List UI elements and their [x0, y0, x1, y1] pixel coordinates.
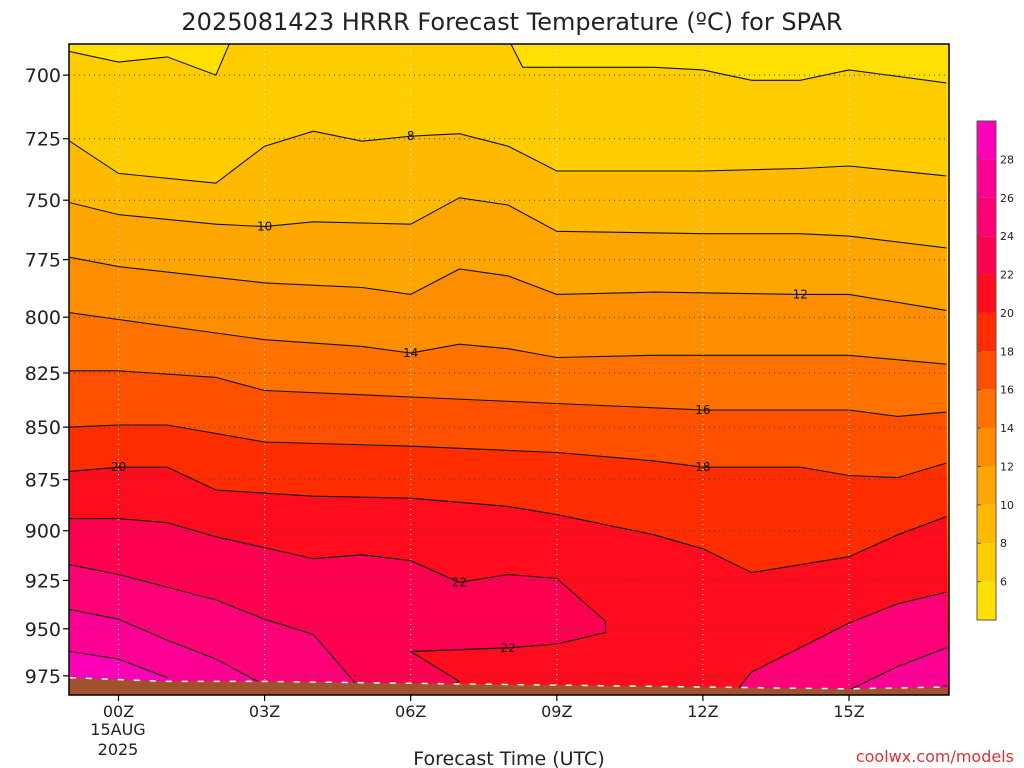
y-tick-label-950: 950 [25, 619, 61, 641]
contour-label-12-3: 12 [793, 287, 808, 301]
colorbar-band-8 [977, 504, 996, 544]
colorbar-tick-label-20: 20 [1000, 307, 1014, 320]
contour-line-18-6 [69, 424, 947, 479]
x-axis-title: Forecast Time (UTC) [413, 748, 604, 768]
contour-line-8-1 [69, 130, 947, 184]
contour-line-22-9 [410, 647, 509, 653]
colorbar-tick-label-12: 12 [1000, 460, 1014, 473]
contour-line-6-0 [69, 44, 947, 84]
plot-contents: 8 10 12 14 16 18 20 22 22 [69, 44, 949, 695]
colorbar-band-28 [977, 121, 996, 160]
colorbar-band-16 [977, 351, 996, 390]
colorbar-tick-label-16: 16 [1000, 384, 1014, 397]
surface-edge [69, 676, 947, 690]
contour-line-12-3 [69, 256, 947, 311]
contour-label-20-7: 20 [111, 460, 126, 474]
colorbar-band-6 [977, 543, 996, 582]
surface-terrain [69, 677, 949, 695]
x-tick-label-9: 09Z [541, 702, 572, 721]
y-tick-label-725: 725 [25, 129, 61, 151]
plot-border [68, 43, 950, 696]
y-tick-label-825: 825 [25, 363, 61, 385]
band-fill-26-13 [824, 647, 949, 695]
contour-line-26-12 [69, 609, 265, 686]
colorbar-border [976, 120, 997, 621]
contour-line-20-7 [69, 466, 947, 574]
colorbar-tick-label-6: 6 [1000, 576, 1007, 589]
colorbar-tick-label-28: 28 [1000, 153, 1014, 166]
colorbar-tick-label-10: 10 [1000, 499, 1014, 512]
x-date-label-day: 15AUG [90, 720, 145, 739]
colorbar-band-10 [977, 466, 996, 505]
x-tick-label-12: 12Z [687, 702, 718, 721]
chart-title: 2025081423 HRRR Forecast Temperature (ºC… [181, 8, 842, 36]
y-tick-label-800: 800 [25, 307, 61, 329]
colorbar-band-22 [977, 236, 996, 275]
x-date-label-year: 2025 [98, 740, 139, 759]
x-tick-label-0: 00Z [103, 702, 134, 721]
y-tick-label-700: 700 [25, 65, 61, 87]
colorbar-tick-label-22: 22 [1000, 269, 1014, 282]
contour-label-14-4: 14 [403, 346, 418, 360]
colorbar-tick-label-18: 18 [1000, 345, 1014, 358]
y-tick-label-775: 775 [25, 250, 61, 272]
colorbar-band-14 [977, 389, 996, 429]
contour-line-14-4 [69, 312, 947, 365]
colorbar-band-24 [977, 197, 996, 237]
colorbar-band-18 [977, 312, 996, 352]
contour-line-28-14 [69, 650, 168, 679]
colorbar-band-4 [977, 581, 996, 620]
x-tick-label-6: 06Z [395, 702, 426, 721]
contour-label-22-8: 22 [452, 575, 467, 589]
colorbar-tick-label-24: 24 [1000, 230, 1014, 243]
y-tick-label-975: 975 [25, 666, 61, 688]
contour-label-22-9: 22 [500, 641, 515, 655]
x-tick-label-15: 15Z [833, 702, 864, 721]
y-tick-label-850: 850 [25, 417, 61, 439]
colorbar-band-26 [977, 159, 996, 198]
colorbar-tick-label-8: 8 [1000, 537, 1007, 550]
contour-label-10-2: 10 [257, 220, 272, 234]
credit-text: coolwx.com/models [856, 747, 1014, 766]
x-tick-label-3: 03Z [249, 702, 280, 721]
colorbar-band-20 [977, 274, 996, 313]
y-tick-label-750: 750 [25, 190, 61, 212]
contour-line-10-2 [69, 197, 947, 249]
colorbar: 6 8 10 12 14 16 18 20 22 24 26 28 [976, 120, 1014, 621]
contour-line-24-11 [732, 591, 947, 695]
contour-label-18-6: 18 [695, 460, 710, 474]
y-tick-label-925: 925 [25, 570, 61, 592]
y-tick-label-900: 900 [25, 521, 61, 543]
y-tick-label-875: 875 [25, 470, 61, 492]
colorbar-tick-label-14: 14 [1000, 422, 1014, 435]
plot-area: 8 10 12 14 16 18 20 22 22 [68, 43, 950, 696]
contour-line-24-10 [69, 564, 363, 692]
contour-line-16-5 [69, 370, 947, 417]
x-axis: 00Z 03Z 06Z 09Z 12Z 15Z [103, 695, 865, 721]
colorbar-tick-label-26: 26 [1000, 192, 1014, 205]
contour-label-16-5: 16 [695, 403, 710, 417]
contour-label-8-1: 8 [407, 129, 415, 143]
colorbar-band-12 [977, 428, 996, 467]
y-axis: 700 725 750 775 800 825 850 875 900 925 950 975 [25, 65, 69, 688]
